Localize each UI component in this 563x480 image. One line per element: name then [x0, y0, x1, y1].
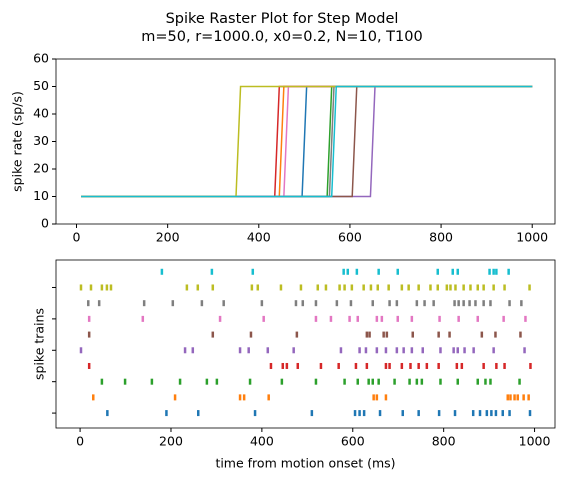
x-tick-label: 600: [338, 230, 362, 245]
figure-title: Spike Raster Plot for Step Model: [166, 11, 399, 27]
x-tick-label: 800: [429, 230, 453, 245]
axes-frame: [55, 259, 556, 429]
y-tick-label: 40: [33, 106, 49, 121]
y-tick-label: 30: [33, 133, 49, 148]
x-tick-label: 800: [432, 434, 456, 449]
y-tick-label: 10: [33, 188, 49, 203]
x-tick-label: 1000: [519, 434, 551, 449]
y-tick-label: 0: [41, 216, 49, 231]
x-tick-label: 1000: [516, 230, 548, 245]
x-tick-label: 400: [247, 230, 271, 245]
x-tick-label: 600: [341, 434, 365, 449]
figure-subtitle: m=50, r=1000.0, x0=0.2, N=10, T100: [141, 29, 422, 45]
y-axis-label: spike trains: [32, 308, 47, 380]
rate-line: [81, 85, 533, 198]
x-tick-label: 0: [76, 434, 84, 449]
rate-line: [81, 85, 533, 198]
x-tick-label: 200: [159, 434, 183, 449]
x-tick-label: 200: [156, 230, 180, 245]
x-axis-label: time from motion onset (ms): [215, 456, 395, 471]
y-tick-label: 20: [33, 161, 49, 176]
x-tick-label: 400: [250, 434, 274, 449]
y-tick-label: 50: [33, 78, 49, 93]
y-tick-label: 60: [33, 51, 49, 66]
y-axis-label: spike rate (sp/s): [10, 91, 25, 192]
axes-frame: [55, 58, 556, 225]
x-tick-label: 0: [73, 230, 81, 245]
